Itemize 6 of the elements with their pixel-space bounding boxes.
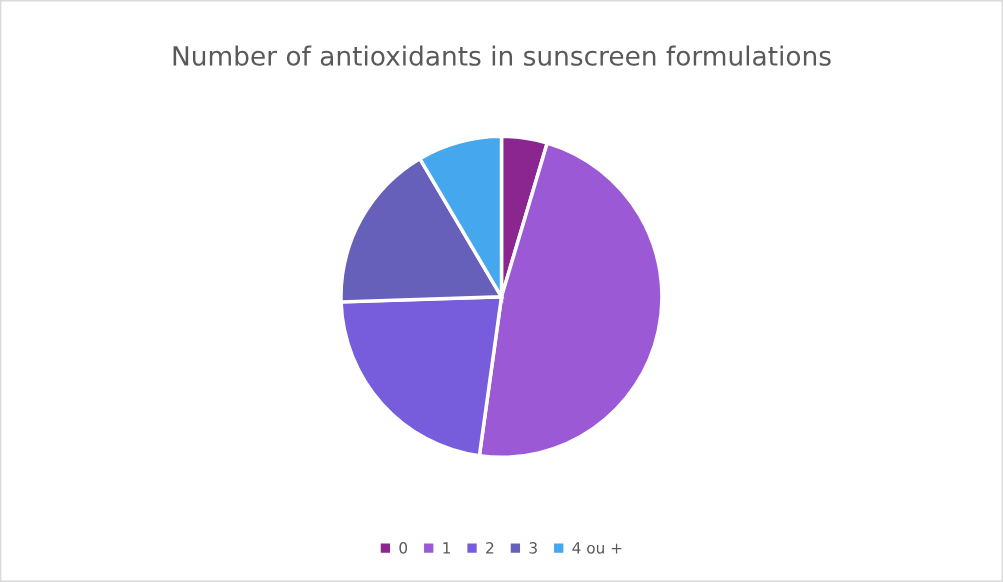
legend-label: 3 <box>529 542 537 554</box>
legend-label: 0 <box>399 542 408 554</box>
chart-title: Number of antioxidants in sunscreen formulations <box>173 45 831 66</box>
legend-label: 4 ou + <box>572 542 622 554</box>
legend-label: 1 <box>443 542 451 554</box>
legend-label: 2 <box>486 542 494 554</box>
